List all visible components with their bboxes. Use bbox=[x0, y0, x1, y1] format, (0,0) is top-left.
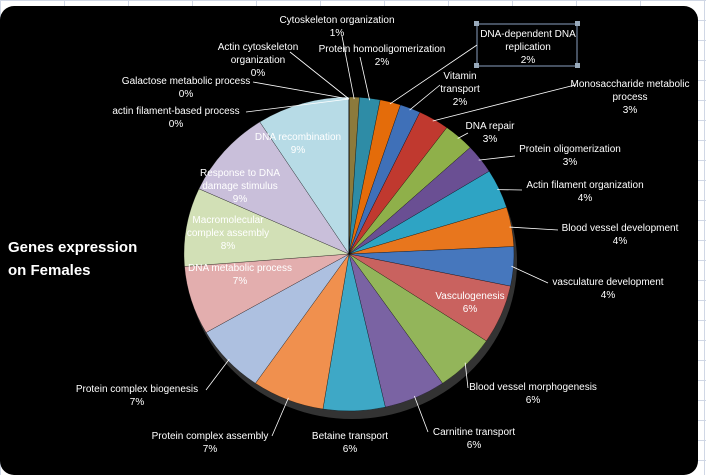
data-label: Actin cytoskeleton organization 0% bbox=[208, 41, 308, 80]
label-name: Macromolecular complex assembly bbox=[186, 215, 270, 239]
leader-line bbox=[341, 35, 355, 100]
label-value: 2% bbox=[520, 55, 536, 66]
leader-line bbox=[205, 358, 230, 391]
leader-line bbox=[457, 132, 469, 139]
data-label: DNA-dependent DNA replication 2% bbox=[473, 28, 583, 67]
data-label: Betaine transport 6% bbox=[300, 430, 400, 456]
label-name: Protein homooligomerization bbox=[318, 44, 446, 55]
label-value: 1% bbox=[329, 28, 345, 39]
label-name: Vasculogenesis bbox=[435, 291, 505, 302]
data-label: DNA metabolic process 7% bbox=[170, 262, 310, 288]
data-label: Protein complex assembly 7% bbox=[145, 430, 275, 456]
handle bbox=[474, 63, 479, 68]
label-value: 8% bbox=[220, 241, 236, 252]
data-label: Blood vessel morphogenesis 6% bbox=[458, 381, 608, 407]
leader-line bbox=[245, 98, 350, 113]
label-name: Response to DNA damage stimulus bbox=[199, 168, 281, 192]
label-value: 3% bbox=[622, 105, 638, 116]
label-value: 2% bbox=[452, 97, 468, 108]
leader-line bbox=[359, 56, 371, 101]
label-name: Cytoskeleton organization bbox=[279, 15, 395, 26]
handle bbox=[474, 21, 479, 26]
leader-line bbox=[509, 226, 559, 231]
data-label: Cytoskeleton organization 1% bbox=[262, 14, 412, 40]
leader-line bbox=[409, 84, 441, 111]
label-name: Carnitine transport bbox=[432, 427, 516, 438]
label-value: 6% bbox=[462, 304, 478, 315]
data-label: Carnitine transport 6% bbox=[424, 426, 524, 452]
label-value: 3% bbox=[482, 134, 498, 145]
label-name: DNA repair bbox=[465, 121, 515, 132]
leader-line bbox=[289, 51, 350, 100]
data-label: Protein oligomerization 3% bbox=[510, 143, 630, 169]
data-label: vasculature development 4% bbox=[543, 276, 673, 302]
leader-line bbox=[252, 81, 350, 100]
data-label: Blood vessel development 4% bbox=[550, 222, 690, 248]
label-name: actin filament-based process bbox=[112, 106, 240, 117]
data-label: Protein complex biogenesis 7% bbox=[67, 383, 207, 409]
label-value: 7% bbox=[202, 444, 218, 455]
leader-line bbox=[432, 84, 576, 122]
data-label: Macromolecular complex assembly 8% bbox=[173, 214, 283, 253]
label-value: 0% bbox=[178, 89, 194, 100]
data-label: Vitamin transport 2% bbox=[430, 70, 490, 109]
data-label: Vasculogenesis 6% bbox=[425, 290, 515, 316]
data-label: Galactose metabolic process 0% bbox=[111, 75, 261, 101]
label-value: 2% bbox=[374, 57, 390, 68]
label-value: 4% bbox=[577, 193, 593, 204]
data-label: Actin filament organization 4% bbox=[515, 179, 655, 205]
leader-line bbox=[464, 362, 469, 389]
label-name: Vitamin transport bbox=[440, 71, 480, 95]
data-label: Response to DNA damage stimulus 9% bbox=[185, 167, 295, 206]
data-label: Protein homooligomerization 2% bbox=[307, 43, 457, 69]
label-name: Actin filament organization bbox=[526, 180, 644, 191]
leader-line bbox=[511, 265, 549, 284]
label-value: 7% bbox=[129, 397, 145, 408]
label-name: DNA metabolic process bbox=[188, 263, 292, 274]
leader-line bbox=[413, 395, 429, 433]
label-name: Galactose metabolic process bbox=[121, 76, 251, 87]
label-name: Actin cytoskeleton organization bbox=[217, 42, 299, 66]
label-name: Blood vessel morphogenesis bbox=[469, 382, 597, 393]
chart-title: Genes expression on Females bbox=[8, 239, 138, 279]
label-value: 4% bbox=[612, 236, 628, 247]
label-name: DNA recombination bbox=[254, 132, 342, 143]
pie-slice bbox=[198, 121, 350, 255]
label-name: vasculature development bbox=[552, 277, 664, 288]
leader-line bbox=[478, 155, 516, 161]
label-name: Blood vessel development bbox=[561, 223, 679, 234]
leader-line bbox=[271, 397, 289, 437]
label-value: 0% bbox=[250, 68, 266, 79]
label-name: DNA-dependent DNA replication bbox=[480, 29, 576, 53]
label-value: 6% bbox=[525, 395, 541, 406]
label-name: Protein oligomerization bbox=[519, 144, 621, 155]
label-value: 6% bbox=[342, 444, 358, 455]
label-name: Protein complex assembly bbox=[151, 431, 269, 442]
label-value: 6% bbox=[466, 440, 482, 451]
leader-line bbox=[389, 44, 478, 105]
label-value: 7% bbox=[232, 276, 248, 287]
data-label: Monosaccharide metabolic process 3% bbox=[568, 78, 693, 117]
data-label: DNA repair 3% bbox=[450, 120, 530, 146]
label-name: Monosaccharide metabolic process bbox=[570, 79, 690, 103]
data-label: DNA recombination 9% bbox=[248, 131, 348, 157]
data-label: actin filament-based process 0% bbox=[101, 105, 251, 131]
label-name: Betaine transport bbox=[311, 431, 389, 442]
label-value: 3% bbox=[562, 157, 578, 168]
label-value: 9% bbox=[290, 145, 306, 156]
handle bbox=[575, 63, 580, 68]
label-value: 4% bbox=[600, 290, 616, 301]
label-value: 0% bbox=[168, 119, 184, 130]
label-value: 9% bbox=[232, 194, 248, 205]
label-name: Protein complex biogenesis bbox=[75, 384, 199, 395]
handle bbox=[575, 21, 580, 26]
